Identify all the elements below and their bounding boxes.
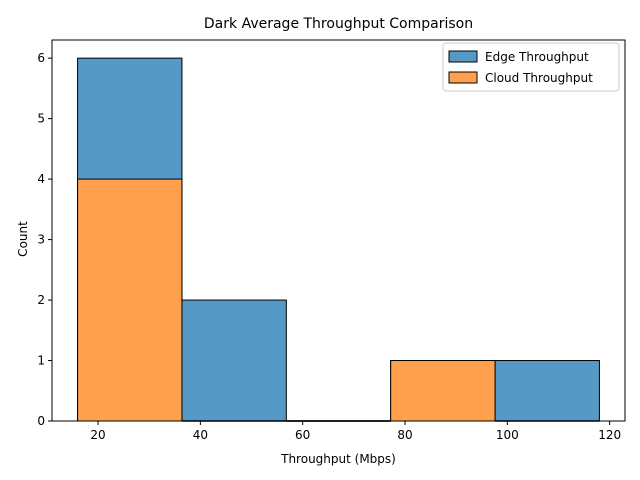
bar-series2-bin4 — [390, 360, 496, 422]
bar-series2-bin1 — [77, 178, 183, 422]
legend-box — [442, 42, 620, 92]
y-tick-label: 2 — [37, 293, 45, 307]
y-axis-label: Count — [16, 221, 30, 257]
plot-frame — [51, 39, 626, 422]
x-axis-ticks: 20 40 60 80 100 120 — [90, 421, 621, 442]
x-axis-label: Throughput (Mbps) — [280, 452, 396, 466]
bar-series1-bin2 — [181, 299, 287, 422]
legend-swatch — [448, 50, 478, 63]
y-axis-ticks: 0 1 2 3 4 5 6 — [37, 51, 52, 428]
x-tick-label: 40 — [193, 428, 208, 442]
legend-label: Cloud Throughput — [485, 71, 593, 85]
bar-series1-bin5 — [494, 360, 600, 422]
chart-title: Dark Average Throughput Comparison — [204, 16, 473, 32]
y-tick-label: 1 — [37, 354, 45, 368]
y-tick-label: 3 — [37, 233, 45, 247]
x-tick-label: 100 — [496, 428, 519, 442]
bars-layer — [77, 57, 600, 422]
y-tick-label: 5 — [37, 112, 45, 126]
y-tick-label: 4 — [37, 172, 45, 186]
y-tick-label: 0 — [37, 414, 45, 428]
legend: Edge Throughput Cloud Throughput — [442, 42, 620, 92]
x-tick-label: 80 — [397, 428, 412, 442]
legend-swatch — [448, 71, 478, 84]
x-tick-label: 60 — [295, 428, 310, 442]
x-tick-label: 20 — [90, 428, 105, 442]
y-tick-label: 6 — [37, 51, 45, 65]
x-tick-label: 120 — [598, 428, 621, 442]
legend-label: Edge Throughput — [485, 50, 589, 64]
